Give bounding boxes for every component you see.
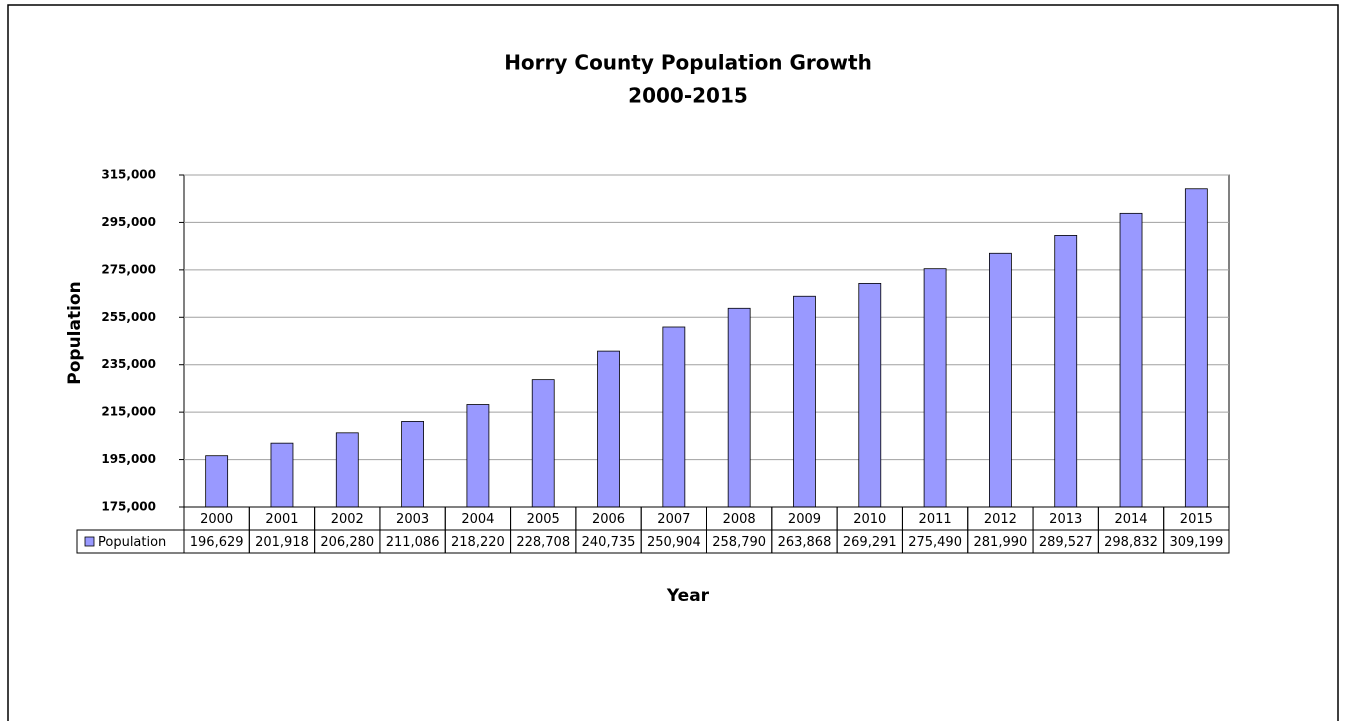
table-cell	[1163, 506, 1230, 531]
table-value: 298,832	[1104, 535, 1158, 550]
bar	[989, 252, 1012, 508]
table-value: 211,086	[386, 535, 440, 550]
table-value: 309,199	[1169, 535, 1223, 550]
bar	[793, 295, 816, 508]
table-value: 218,220	[451, 535, 505, 550]
bar	[1119, 212, 1143, 508]
x-tick-label: 2003	[396, 512, 429, 527]
y-tick-label: 235,000	[101, 357, 156, 371]
bar	[858, 282, 882, 508]
x-tick-label: 2006	[592, 512, 625, 527]
x-tick-label: 2014	[1114, 512, 1147, 527]
table-value: 240,735	[582, 535, 636, 550]
bar	[466, 404, 490, 508]
bar	[335, 432, 359, 508]
bar	[205, 455, 229, 508]
bar	[1184, 188, 1208, 508]
x-tick-label: 2009	[788, 512, 821, 527]
x-tick-label: 2004	[461, 512, 494, 527]
x-tick-label: 2010	[853, 512, 886, 527]
x-tick-label: 2012	[984, 512, 1017, 527]
x-tick-label: 2000	[200, 512, 233, 527]
table-value: 196,629	[190, 535, 244, 550]
y-tick-label: 175,000	[101, 500, 156, 514]
bar	[597, 350, 620, 508]
legend-key	[84, 536, 95, 547]
chart-subtitle: 2000-2015	[628, 84, 748, 108]
legend-label: Population	[98, 535, 166, 550]
table-value: 201,918	[255, 535, 309, 550]
y-tick-label: 315,000	[101, 168, 156, 182]
table-value: 206,280	[320, 535, 374, 550]
table-value: 263,868	[778, 535, 832, 550]
table-value: 281,990	[974, 535, 1028, 550]
table-value: 258,790	[712, 535, 766, 550]
table-value: 275,490	[908, 535, 962, 550]
bar	[662, 326, 686, 508]
bar	[923, 268, 947, 508]
y-tick-label: 275,000	[101, 262, 156, 276]
x-tick-label: 2005	[527, 512, 560, 527]
y-tick-label: 215,000	[101, 405, 156, 419]
x-tick-label: 2002	[331, 512, 364, 527]
y-tick-label: 195,000	[101, 452, 156, 466]
bar	[401, 421, 424, 508]
table-value: 289,527	[1039, 535, 1093, 550]
x-tick-label: 2001	[265, 512, 298, 527]
y-axis-label: Population	[65, 281, 85, 384]
bar	[270, 442, 294, 508]
x-tick-label: 2008	[723, 512, 756, 527]
bar	[531, 379, 555, 508]
table-value: 250,904	[647, 535, 701, 550]
y-tick-label: 295,000	[101, 215, 156, 229]
table-value: 228,708	[516, 535, 570, 550]
bar	[1054, 235, 1078, 508]
table-value: 269,291	[843, 535, 897, 550]
bar	[727, 307, 751, 508]
x-tick-label: 2013	[1049, 512, 1082, 527]
y-tick-label: 255,000	[101, 310, 156, 324]
x-tick-label: 2007	[657, 512, 690, 527]
x-tick-label: 2011	[919, 512, 952, 527]
chart-title: Horry County Population Growth	[504, 51, 872, 75]
x-tick-label: 2015	[1180, 512, 1213, 527]
x-axis-label: Year	[666, 586, 710, 606]
